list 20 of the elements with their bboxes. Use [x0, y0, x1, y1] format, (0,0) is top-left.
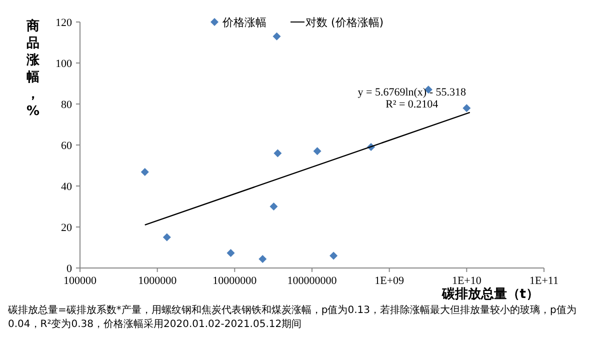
y-tick-label: 80: [61, 99, 72, 111]
y-tick-label: 20: [61, 222, 72, 234]
x-tick-label: 1000000: [138, 275, 178, 287]
y-tick-label: 120: [56, 17, 72, 29]
annotation: R² = 0.2104: [386, 98, 439, 110]
x-tick-label: 1E+11: [529, 275, 559, 287]
y-tick-label: 100: [56, 58, 72, 70]
x-tick-label: 100000000: [287, 275, 338, 287]
x-tick-label: 100000: [64, 275, 97, 287]
x-tick-label: 1E+10: [452, 275, 482, 287]
x-tick-label: 10000000: [212, 275, 258, 287]
annotation: y = 5.6769ln(x) - 55.318: [358, 86, 466, 98]
y-tick-label: 0: [66, 263, 72, 275]
x-tick-label: 1E+09: [374, 275, 405, 287]
legend-label: 价格涨幅: [222, 16, 266, 29]
y-axis-title: 商品涨幅，%: [26, 18, 40, 119]
text: 碳排放总量=碳排放系数*产量，用螺纹钢和焦炭代表钢铁和煤炭涨幅，p值为0.13，若排除涨幅最大但排放量较小的玻璃，p值为0.04，R²变为0.38，价格涨幅采用2020.01.02-2021.05.12期间: [8, 304, 578, 332]
legend-label: 对数 (价格涨幅): [306, 16, 384, 29]
y-tick-label: 40: [61, 181, 72, 193]
y-tick-label: 60: [61, 140, 72, 152]
